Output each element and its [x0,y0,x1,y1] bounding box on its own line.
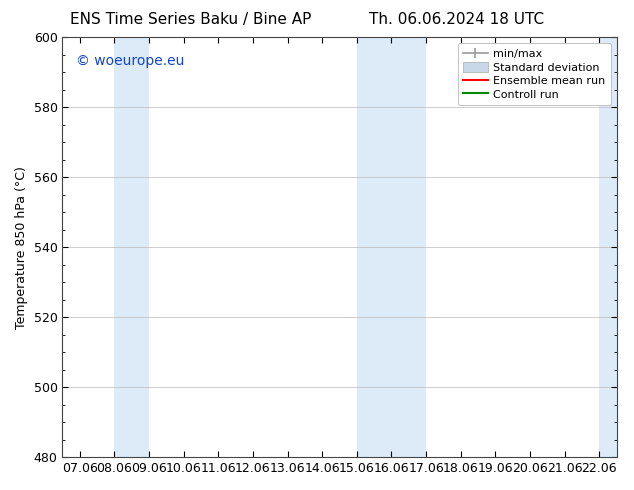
Text: ENS Time Series Baku / Bine AP: ENS Time Series Baku / Bine AP [70,12,311,27]
Y-axis label: Temperature 850 hPa (°C): Temperature 850 hPa (°C) [15,166,28,329]
Bar [357,37,426,457]
Text: © woeurope.eu: © woeurope.eu [76,54,184,68]
Bar [114,37,149,457]
Bar [599,37,616,457]
Text: Th. 06.06.2024 18 UTC: Th. 06.06.2024 18 UTC [369,12,544,27]
Legend: min/max, Standard deviation, Ensemble mean run, Controll run: min/max, Standard deviation, Ensemble me… [458,43,611,105]
